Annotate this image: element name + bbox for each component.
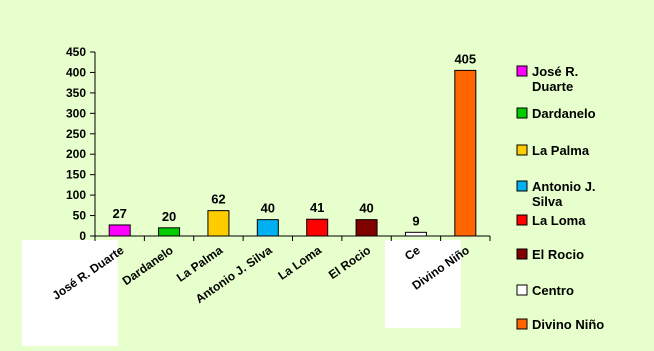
data-label: 27	[112, 206, 126, 221]
category-label-box	[385, 240, 461, 328]
legend-swatch	[516, 180, 528, 192]
bar	[306, 218, 329, 237]
x-tick-label: José R. Duarte	[50, 243, 127, 303]
x-tick-label: Dardanelo	[120, 243, 176, 288]
y-tick-label: 0	[79, 229, 86, 243]
y-tick-label: 400	[66, 65, 86, 79]
bar	[355, 219, 378, 237]
legend-swatch	[516, 284, 528, 296]
data-label: 40	[261, 201, 275, 216]
y-tick-label: 200	[66, 147, 86, 161]
y-tick-label: 150	[66, 168, 86, 182]
legend-swatch	[516, 214, 528, 226]
legend-label: El Rocio	[532, 247, 584, 262]
bar	[108, 224, 131, 237]
data-label: 41	[310, 200, 324, 215]
legend-label: Silva	[532, 194, 563, 209]
data-label: 20	[162, 209, 176, 224]
x-tick-label: El Rocio	[326, 243, 373, 282]
category-label-box	[22, 240, 118, 346]
bar	[256, 219, 279, 237]
legend-label: La Palma	[532, 143, 590, 158]
legend-swatch	[516, 107, 528, 119]
y-tick-label: 50	[73, 209, 87, 223]
legend-label: Duarte	[532, 79, 573, 94]
legend-label: Centro	[532, 283, 574, 298]
legend-label: La Loma	[532, 213, 586, 228]
data-label: 9	[412, 213, 419, 228]
data-label: 40	[359, 201, 373, 216]
legend-label: Divino Niño	[532, 317, 604, 332]
legend-label: José R.	[532, 64, 578, 79]
x-tick-label: La Loma	[275, 243, 324, 283]
bar	[454, 69, 477, 237]
legend-label: Dardanelo	[532, 106, 596, 121]
y-tick-label: 350	[66, 86, 86, 100]
y-tick-label: 450	[66, 45, 86, 59]
y-tick-label: 100	[66, 188, 86, 202]
bar	[404, 231, 427, 237]
legend-swatch	[516, 248, 528, 260]
bar	[207, 210, 230, 237]
legend-swatch	[516, 144, 528, 156]
bar	[158, 227, 181, 237]
legend-swatch	[516, 318, 528, 330]
y-tick-label: 250	[66, 127, 86, 141]
data-label: 62	[211, 192, 225, 207]
legend-swatch	[516, 65, 528, 77]
legend-label: Antonio J.	[532, 179, 596, 194]
x-tick-label: Ce	[402, 243, 423, 263]
y-tick-label: 300	[66, 106, 86, 120]
data-label: 405	[454, 51, 476, 66]
